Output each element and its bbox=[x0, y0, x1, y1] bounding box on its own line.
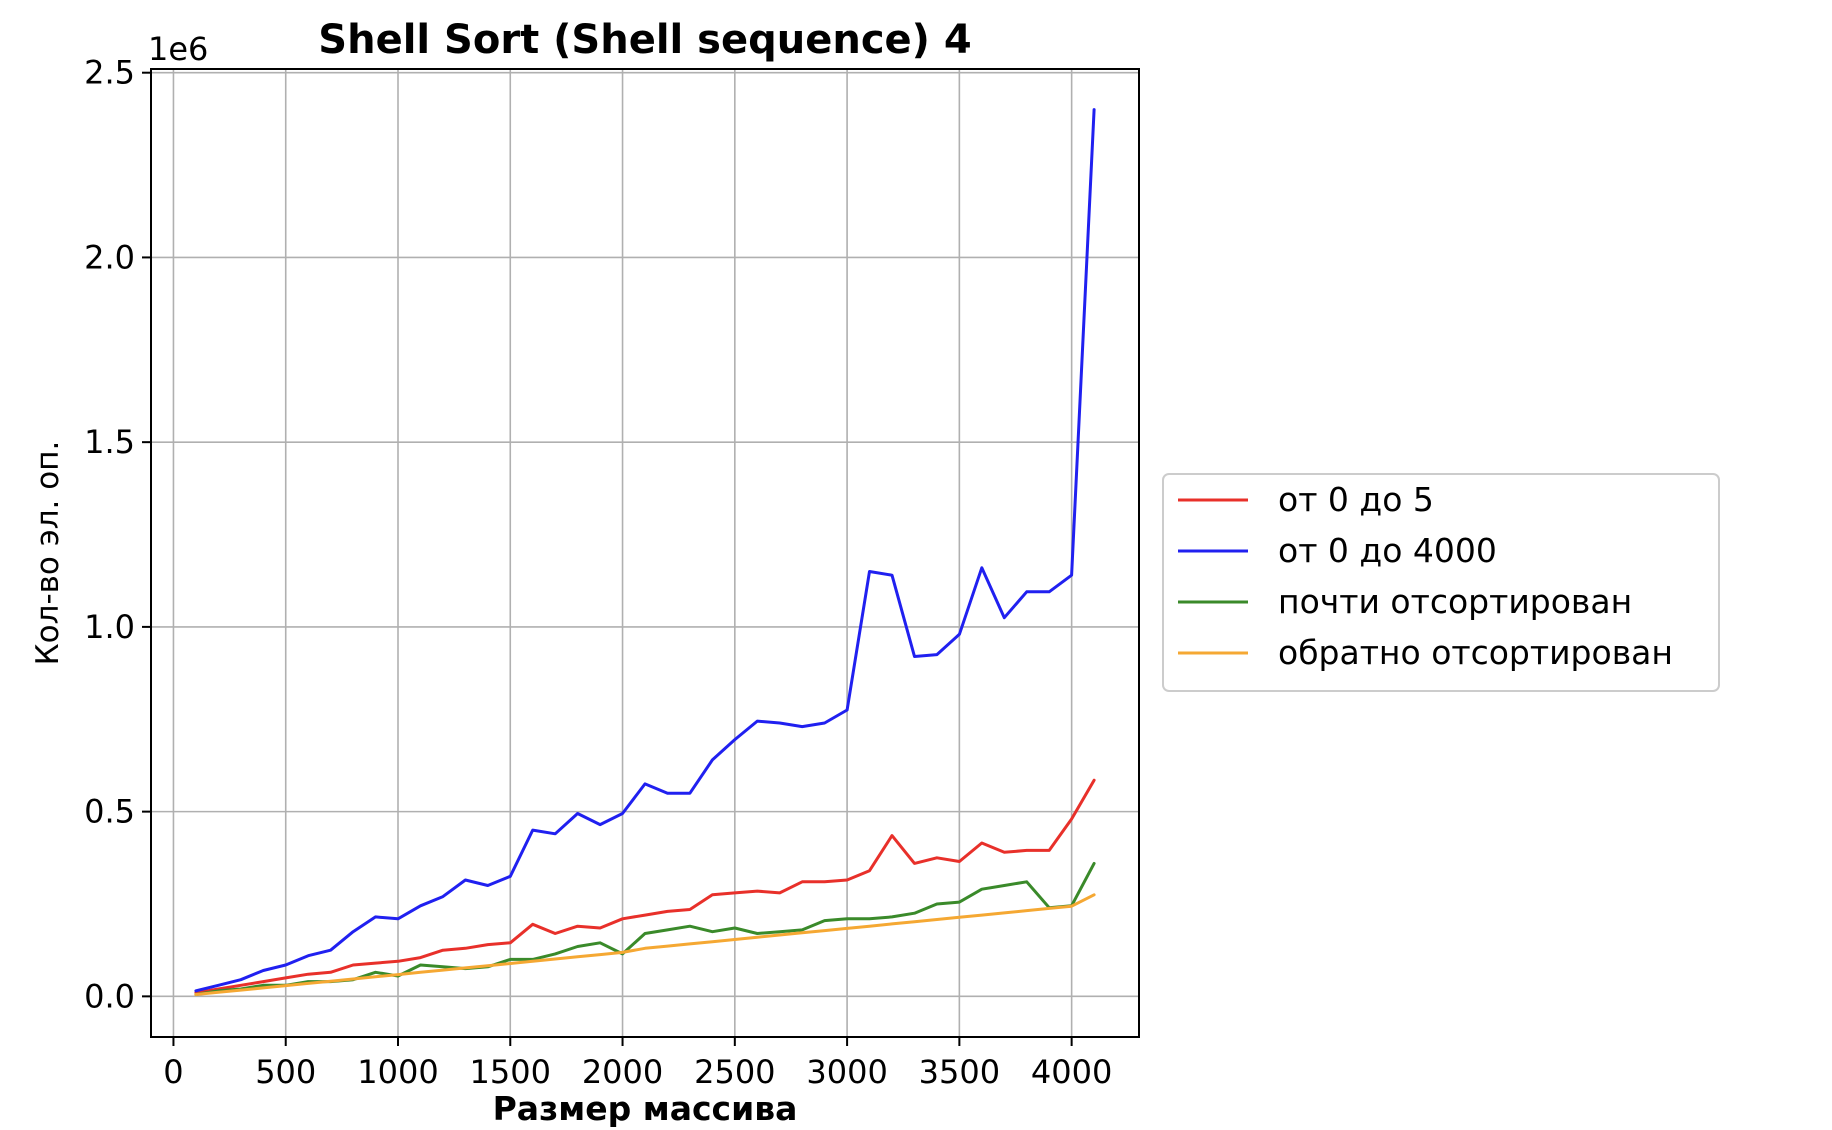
x-tick-label: 1000 bbox=[357, 1053, 438, 1091]
x-tick-label: 2000 bbox=[582, 1053, 663, 1091]
y-tick-label: 1.0 bbox=[84, 608, 135, 646]
y-axis-label: Кол-во эл. оп. bbox=[30, 441, 66, 666]
x-tick-label: 1500 bbox=[470, 1053, 551, 1091]
y-tick-label: 0.5 bbox=[84, 793, 135, 831]
legend-label: почти отсортирован bbox=[1278, 582, 1632, 621]
legend-label: от 0 до 4000 bbox=[1278, 531, 1497, 570]
x-tick-label: 500 bbox=[255, 1053, 316, 1091]
x-tick-label: 2500 bbox=[694, 1053, 775, 1091]
legend-frame bbox=[1162, 473, 1720, 692]
x-tick-label: 3000 bbox=[806, 1053, 887, 1091]
y-tick-label: 2.5 bbox=[84, 54, 135, 92]
plot-frame bbox=[150, 68, 1140, 1038]
x-axis-label: Размер массива bbox=[493, 1089, 798, 1128]
chart-title: Shell Sort (Shell sequence) 4 bbox=[318, 17, 971, 63]
y-tick-label: 2.0 bbox=[84, 238, 135, 276]
series-line-2 bbox=[194, 108, 1096, 993]
series-lines bbox=[194, 108, 1096, 996]
x-tick-label: 3500 bbox=[919, 1053, 1000, 1091]
legend-label: обратно отсортирован bbox=[1278, 633, 1673, 672]
y-tick-label: 1.5 bbox=[84, 423, 135, 461]
legend: от 0 до 5 от 0 до 4000 почти отсортирован о… bbox=[1162, 473, 1720, 692]
grid bbox=[151, 69, 1139, 1037]
legend-label: от 0 до 5 bbox=[1278, 480, 1434, 519]
y-tick-label: 0.0 bbox=[84, 977, 135, 1015]
x-tick-label: 0 bbox=[163, 1053, 183, 1091]
x-axis-ticks: 0 500 1000 1500 2000 2500 3000 3500 4000 bbox=[163, 1037, 1112, 1091]
y-axis-ticks: 0.0 0.5 1.0 1.5 2.0 2.5 bbox=[84, 54, 151, 1015]
series-line-1 bbox=[194, 778, 1096, 995]
x-tick-label: 4000 bbox=[1031, 1053, 1112, 1091]
y-offset-label: 1e6 bbox=[148, 30, 208, 68]
series-line-4 bbox=[194, 893, 1096, 996]
